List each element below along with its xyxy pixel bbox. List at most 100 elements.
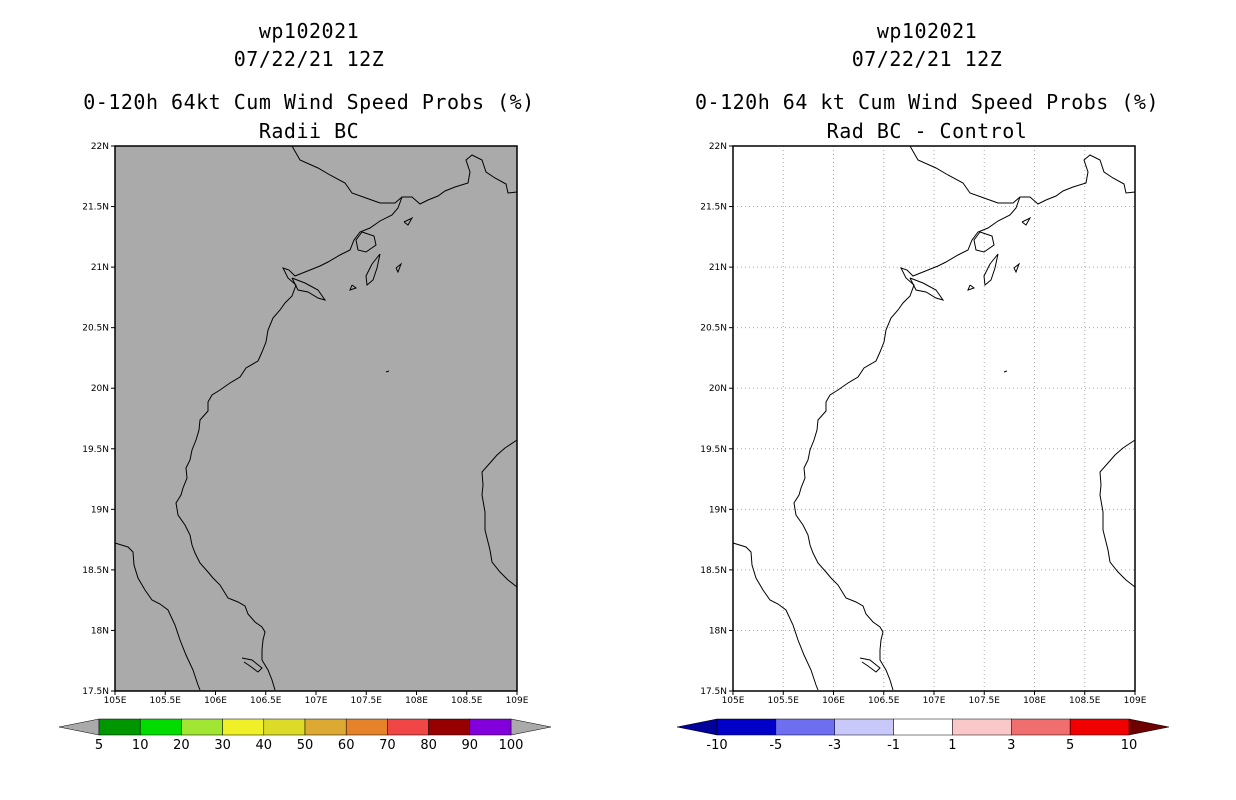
left-coastline (385, 370, 390, 373)
left-colorbar-label: 30 (214, 738, 231, 753)
right-lon-label: 105.5E (768, 696, 800, 706)
right-colorbar-segment (1011, 718, 1071, 736)
left-coastline (114, 542, 201, 691)
left-lat-label: 19N (91, 505, 109, 515)
left-lon-label: 107E (305, 696, 328, 706)
right-lat-label: 21.5N (700, 203, 727, 213)
left-colorbar-label: 40 (256, 738, 273, 753)
left-colorbar-label: 100 (499, 738, 524, 753)
right-lon-label: 106E (822, 696, 845, 706)
left-title-sub: Radii BC (258, 119, 360, 143)
left-colorbar-segment (428, 718, 471, 736)
left-colorbar-segment (222, 718, 265, 736)
right-lat-label: 18.5N (700, 566, 727, 576)
right-title-storm: wp102021 (876, 19, 978, 43)
left-colorbar-label: 60 (338, 738, 355, 753)
right-panel: wp102021 07/22/21 12Z 0-120h 64 kt Cum W… (618, 0, 1236, 800)
right-lat-label: 20.5N (700, 324, 727, 334)
right-colorbar-end-left (676, 718, 718, 736)
right-lat-label: 21N (709, 263, 727, 273)
left-lat-label: 22N (91, 142, 109, 152)
right-colorbar-label: -1 (887, 738, 900, 753)
left-coastline (403, 216, 414, 226)
right-coastline (732, 542, 819, 691)
left-title-product: 0-120h 64kt Cum Wind Speed Probs (%) (83, 90, 535, 114)
right-lon-label: 109E (1124, 696, 1147, 706)
left-panel: wp102021 07/22/21 12Z 0-120h 64kt Cum Wi… (58, 19, 552, 753)
right-coastline (983, 253, 999, 286)
left-lon-label: 105.5E (150, 696, 182, 706)
left-colorbar-segment (139, 718, 182, 736)
left-map-fill (115, 146, 517, 691)
left-coastline (291, 145, 518, 205)
left-colorbar-label: 20 (173, 738, 190, 753)
left-coastline (291, 277, 327, 301)
left-colorbar-segment (98, 718, 141, 736)
left-coastline (241, 657, 263, 673)
right-lon-label: 107.5E (969, 696, 1001, 706)
right-colorbar-label: 3 (1007, 738, 1015, 753)
left-lon-label: 105E (104, 696, 127, 706)
left-lat-label: 20N (91, 384, 109, 394)
right-map-svg: 22N 21.5N 21N 20.5N 20N 19.5N 19N 18.5N 18N 17.5N… (676, 142, 1170, 753)
right-lat-label: 22N (709, 142, 727, 152)
left-coastline (365, 253, 381, 286)
left-coastline (175, 196, 403, 691)
left-coastline (349, 284, 358, 291)
right-lon-label: 105E (722, 696, 745, 706)
left-colorbar-segment (263, 718, 306, 736)
left-map: 22N 21.5N 21N 20.5N 20N 19.5N 19N 18.5N 18N 17.5N… (58, 142, 552, 753)
left-colorbar-segment (304, 718, 347, 736)
left-lat-label: 20.5N (82, 324, 109, 334)
left-colorbar-segment (181, 718, 223, 736)
left-lon-label: 107.5E (351, 696, 383, 706)
right-colorbar-label: -5 (769, 738, 782, 753)
right-colorbar-label: 10 (1121, 738, 1138, 753)
left-colorbar-label: 80 (420, 738, 437, 753)
left-title-storm: wp102021 (258, 19, 360, 43)
left-colorbar-label: 5 (95, 738, 103, 753)
right-colorbar-segment (716, 718, 777, 736)
left-lat-label: 19.5N (82, 445, 109, 455)
right-lat-label: 19.5N (700, 445, 727, 455)
left-lat-label: 18.5N (82, 566, 109, 576)
left-lon-label: 108.5E (451, 696, 483, 706)
right-colorbar-label: -10 (706, 738, 727, 753)
right-coastline (973, 231, 995, 253)
right-title-date: 07/22/21 12Z (851, 47, 1003, 71)
right-coastline (1099, 439, 1136, 588)
left-lat-label: 17.5N (82, 687, 109, 697)
right-lat-label: 17.5N (700, 687, 727, 697)
right-lat-label: 19N (709, 505, 727, 515)
left-coastline (481, 439, 518, 588)
right-title-product: 0-120h 64 kt Cum Wind Speed Probs (%) (694, 90, 1160, 114)
right-lat-label: 18N (709, 626, 727, 636)
right-colorbar-end-right (1128, 718, 1170, 736)
right-colorbar-segment (952, 718, 1012, 736)
right-lat-label: 20N (709, 384, 727, 394)
left-coastline (395, 262, 403, 274)
left-lat-label: 18N (91, 626, 109, 636)
right-lon-label: 108E (1023, 696, 1046, 706)
right-colorbar-label: 5 (1066, 738, 1074, 753)
right-colorbar-segment (1069, 718, 1130, 736)
left-colorbar-end-right (510, 718, 552, 736)
right-title-sub: Rad BC - Control (826, 119, 1028, 143)
right-colorbar-segment (834, 718, 894, 736)
right-coastline (859, 657, 881, 673)
left-colorbar-segment (469, 718, 512, 736)
left-colorbar-end-left (58, 718, 100, 736)
right-coastline (967, 284, 976, 291)
right-coastline (1021, 216, 1032, 226)
left-colorbar-label: 70 (379, 738, 396, 753)
right-lon-label: 106.5E (868, 696, 900, 706)
left-colorbar-segment (387, 718, 429, 736)
right-colorbar-label: -3 (828, 738, 841, 753)
left-colorbar-segment (345, 718, 388, 736)
right-coastline (909, 145, 1136, 205)
right-map: 22N 21.5N 21N 20.5N 20N 19.5N 19N 18.5N 18N 17.5N… (676, 142, 1170, 753)
left-lon-label: 106E (204, 696, 227, 706)
left-lon-label: 108E (405, 696, 428, 706)
right-colorbar-label: 1 (948, 738, 956, 753)
left-lon-label: 106.5E (250, 696, 282, 706)
